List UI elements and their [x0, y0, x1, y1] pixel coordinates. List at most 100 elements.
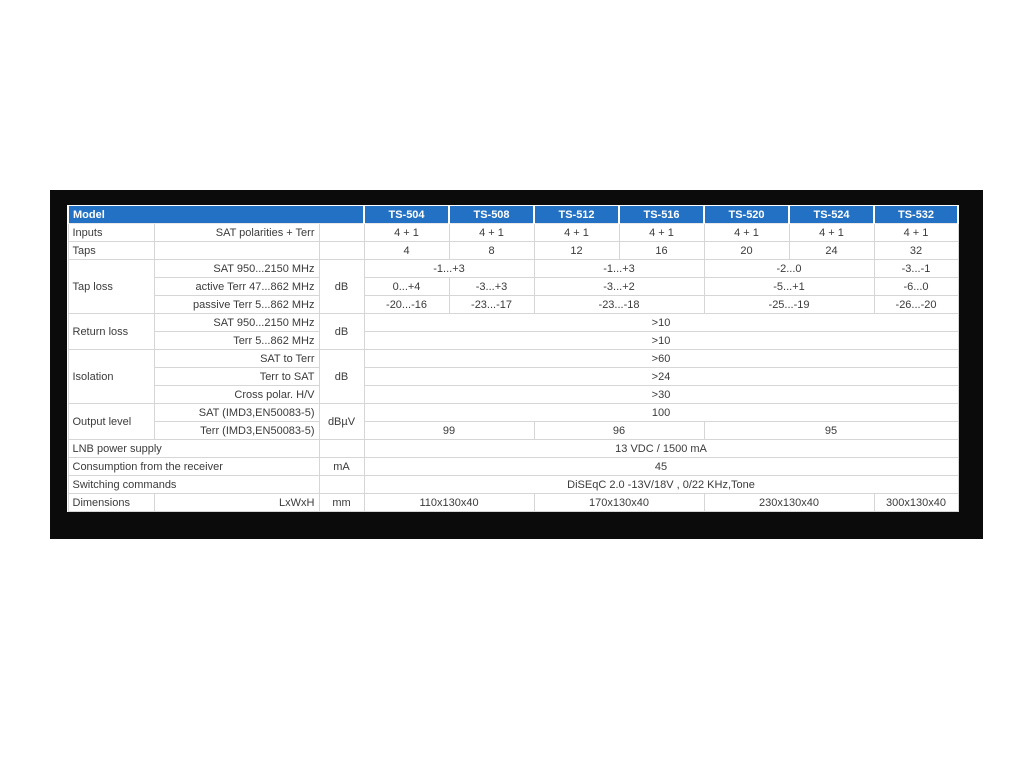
sublabel-isolation-terr-to-sat: Terr to SAT	[153, 367, 320, 386]
value-isolation-sat-to-terr: >60	[363, 349, 959, 368]
value-tap-loss-passive-ts520-524: -25...-19	[703, 295, 875, 314]
unit-tap-loss: dB	[318, 259, 365, 314]
unit-switching-commands	[318, 475, 365, 494]
value-dimensions-ts520-524: 230x130x40	[703, 493, 875, 512]
sublabel-isolation-cross-polar: Cross polar. H/V	[153, 385, 320, 404]
value-output-level-sat: 100	[363, 403, 959, 422]
row-label-output-level: Output level	[67, 403, 155, 440]
value-tap-loss-sat-ts512-516: -1...+3	[533, 259, 705, 278]
sublabel-output-level-sat: SAT (IMD3,EN50083-5)	[153, 403, 320, 422]
unit-consumption: mA	[318, 457, 365, 476]
table-row: Cross polar. H/V >30	[68, 385, 959, 404]
black-panel: Model TS-504 TS-508 TS-512 TS-516 TS-520 TS-52…	[50, 190, 983, 539]
value-tap-loss-active-ts512-516: -3...+2	[533, 277, 705, 296]
value-isolation-terr-to-sat: >24	[363, 367, 959, 386]
value-tap-loss-active-ts508: -3...+3	[448, 277, 535, 296]
row-label-isolation: Isolation	[67, 349, 155, 404]
unit-return-loss: dB	[318, 313, 365, 350]
table-row: Taps 4 8 12 16 20 24 32	[67, 241, 959, 260]
value-consumption: 45	[363, 457, 959, 476]
value-dimensions-ts532: 300x130x40	[873, 493, 959, 512]
value-output-level-terr-ts512-516: 96	[533, 421, 705, 440]
value-tap-loss-passive-ts512-516: -23...-18	[533, 295, 705, 314]
model-header: Model	[66, 205, 366, 224]
value-taps-ts-512: 12	[533, 241, 620, 260]
value-return-loss-sat: >10	[363, 313, 959, 332]
value-lnb-power-supply: 13 VDC / 1500 mA	[363, 439, 959, 458]
unit-isolation: dB	[318, 349, 365, 404]
value-tap-loss-sat-ts532: -3...-1	[873, 259, 959, 278]
value-isolation-cross-polar: >30	[363, 385, 959, 404]
value-inputs-ts-524: 4 + 1	[788, 223, 875, 242]
value-inputs-ts-520: 4 + 1	[703, 223, 790, 242]
value-taps-ts-508: 8	[448, 241, 535, 260]
table-row: Dimensions LxWxH mm 110x130x40 170x130x40 230…	[67, 493, 959, 512]
table-row: Terr 5...862 MHz >10	[68, 331, 959, 350]
row-label-switching-commands: Switching commands	[67, 475, 320, 494]
sublabel-inputs: SAT polarities + Terr	[153, 223, 320, 242]
table-row: LNB power supply 13 VDC / 1500 mA	[67, 439, 959, 458]
value-taps-ts-504: 4	[363, 241, 450, 260]
value-tap-loss-sat-ts520-524: -2...0	[703, 259, 875, 278]
sublabel-tap-loss-active-terr: active Terr 47...862 MHz	[153, 277, 320, 296]
column-header-ts-512: TS-512	[533, 205, 621, 224]
spec-table: Model TS-504 TS-508 TS-512 TS-516 TS-520 TS-52…	[66, 205, 960, 512]
row-label-return-loss: Return loss	[67, 313, 155, 350]
spec-table-body: Model TS-504 TS-508 TS-512 TS-516 TS-520 TS-52…	[66, 205, 960, 512]
sublabel-return-loss-terr: Terr 5...862 MHz	[153, 331, 320, 350]
value-dimensions-ts512-516: 170x130x40	[533, 493, 705, 512]
value-output-level-terr-ts520-532: 95	[703, 421, 959, 440]
table-row: passive Terr 5...862 MHz -20...-16 -23...-…	[68, 295, 959, 314]
value-taps-ts-524: 24	[788, 241, 875, 260]
column-header-ts-520: TS-520	[703, 205, 791, 224]
row-label-inputs: Inputs	[67, 223, 155, 242]
value-tap-loss-passive-ts508: -23...-17	[448, 295, 535, 314]
sublabel-dimensions: LxWxH	[153, 493, 320, 512]
value-dimensions-ts504-508: 110x130x40	[363, 493, 535, 512]
value-tap-loss-active-ts520-524: -5...+1	[703, 277, 875, 296]
sublabel-tap-loss-sat: SAT 950...2150 MHz	[153, 259, 320, 278]
table-row: Terr to SAT >24	[68, 367, 959, 386]
column-header-ts-516: TS-516	[618, 205, 706, 224]
value-inputs-ts-504: 4 + 1	[363, 223, 450, 242]
column-header-ts-508: TS-508	[448, 205, 536, 224]
value-taps-ts-516: 16	[618, 241, 705, 260]
column-header-ts-504: TS-504	[363, 205, 451, 224]
value-switching-commands: DiSEqC 2.0 -13V/18V , 0/22 KHz,Tone	[363, 475, 959, 494]
table-row: Output level SAT (IMD3,EN50083-5) dBµV 100	[67, 403, 959, 440]
value-tap-loss-active-ts504: 0...+4	[363, 277, 450, 296]
value-taps-ts-520: 20	[703, 241, 790, 260]
unit-lnb-power-supply	[318, 439, 365, 458]
value-tap-loss-passive-ts504: -20...-16	[363, 295, 450, 314]
sublabel-return-loss-sat: SAT 950...2150 MHz	[153, 313, 320, 332]
value-output-level-terr-ts504-508: 99	[363, 421, 535, 440]
row-label-consumption: Consumption from the receiver	[67, 457, 320, 476]
value-return-loss-terr: >10	[363, 331, 959, 350]
table-row: Return loss SAT 950...2150 MHz dB >10	[67, 313, 959, 350]
value-tap-loss-passive-ts532: -26...-20	[873, 295, 959, 314]
table-row: active Terr 47...862 MHz 0...+4 -3...+3 -3.…	[68, 277, 959, 296]
value-tap-loss-sat-ts504-508: -1...+3	[363, 259, 535, 278]
unit-dimensions: mm	[318, 493, 365, 512]
table-row: Consumption from the receiver mA 45	[67, 457, 959, 476]
value-inputs-ts-516: 4 + 1	[618, 223, 705, 242]
value-inputs-ts-508: 4 + 1	[448, 223, 535, 242]
column-header-ts-524: TS-524	[788, 205, 876, 224]
row-label-taps: Taps	[67, 241, 155, 260]
row-label-lnb-power-supply: LNB power supply	[67, 439, 320, 458]
sublabel-taps	[153, 241, 320, 260]
unit-inputs	[318, 223, 365, 242]
table-row: Terr (IMD3,EN50083-5) 99 96 95	[68, 421, 959, 440]
row-label-tap-loss: Tap loss	[67, 259, 155, 314]
value-tap-loss-active-ts532: -6...0	[873, 277, 959, 296]
table-row: Isolation SAT to Terr dB >60	[67, 349, 959, 404]
row-label-dimensions: Dimensions	[67, 493, 155, 512]
unit-taps	[318, 241, 365, 260]
column-header-ts-532: TS-532	[873, 205, 960, 224]
table-row: Switching commands DiSEqC 2.0 -13V/18V , …	[67, 475, 959, 494]
value-taps-ts-532: 32	[873, 241, 959, 260]
table-row: Tap loss SAT 950...2150 MHz dB -1...+3 -1...…	[67, 259, 959, 314]
value-inputs-ts-532: 4 + 1	[873, 223, 959, 242]
